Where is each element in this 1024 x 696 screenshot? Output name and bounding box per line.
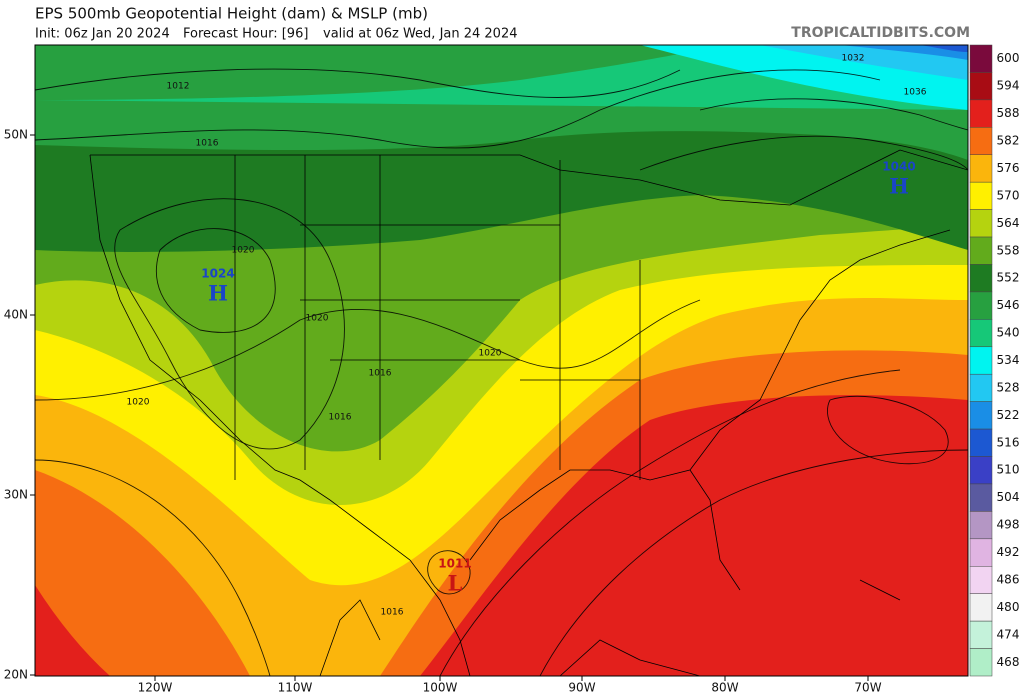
colorbar-swatch [969,291,993,320]
map-lines [35,68,968,676]
colorbar-swatch [969,401,993,430]
center-symbol: H [208,281,228,306]
colorbar-swatch [969,44,993,73]
colorbar-swatch [969,566,993,594]
contour-label: 1020 [479,349,502,359]
colorbar-swatch [969,428,993,457]
colorbar-swatch [969,319,993,348]
colorbar-swatch [969,648,993,677]
colorbar-swatch [969,99,993,128]
center-pressure: 1011 [438,557,471,571]
colorbar-label: 474 [997,627,1020,641]
lon-label: 120W [138,681,173,695]
colorbar-swatch [969,456,993,485]
colorbar-label: 576 [997,161,1020,175]
colorbar-label: 600 [997,51,1020,65]
lon-label: 100W [423,681,458,695]
contour-label: 1020 [232,246,255,256]
lat-label: 30N [4,488,28,502]
colorbar-label: 564 [997,216,1020,230]
colorbar-label: 582 [997,134,1020,148]
height-band [760,45,968,80]
colorbar-swatch [969,346,993,375]
source: TROPICALTIDBITS.COM [791,25,970,41]
colorbar-label: 546 [997,298,1020,312]
colorbar-swatch [969,236,993,265]
lat-label: 40N [4,308,28,322]
colorbar-swatch [969,538,993,567]
contour-label: 1036 [904,88,927,98]
contour-label: 1020 [306,314,329,324]
colorbar-label: 498 [997,518,1020,532]
colorbar-swatch [969,511,993,540]
lat-label: 20N [4,668,28,682]
colorbar-swatch [969,483,993,512]
lon-label: 110W [278,681,313,695]
colorbar-swatch [969,127,993,155]
colorbar-swatch [969,209,993,238]
colorbar-label: 570 [997,188,1020,202]
lat-label: 50N [4,128,28,142]
init-time: Init: 06z Jan 20 2024 [35,27,170,42]
contour-label: 1016 [369,369,392,379]
colorbar-label: 468 [997,655,1020,669]
colorbar-swatch [969,154,993,183]
colorbar-label: 504 [997,490,1020,504]
height-field [35,45,968,676]
colorbar-label: 540 [997,326,1020,340]
colorbar-label: 522 [997,408,1020,422]
colorbar-label: 516 [997,435,1020,449]
colorbar-label: 492 [997,545,1020,559]
lon-label: 90W [568,681,595,695]
colorbar-swatch [969,593,993,622]
contour-label: 1016 [329,413,352,423]
colorbar-swatch [969,373,993,402]
contour-label: 1012 [167,82,190,92]
map-frame [34,44,969,677]
contour-label: 1016 [196,139,219,149]
map-title: EPS 500mb Geopotential Height (dam) & MS… [35,5,428,23]
center-pressure: 1040 [882,160,915,174]
contour-label: 1016 [381,608,404,618]
lon-label: 70W [854,681,881,695]
colorbar-label: 558 [997,243,1020,257]
colorbar-swatch [969,72,993,101]
height-band [840,45,968,60]
colorbar-label: 594 [997,79,1020,93]
valid-time: valid at 06z Wed, Jan 24 2024 [323,27,518,42]
contour-label: 1020 [127,398,150,408]
labels: 600 594 588 582 576 570 564 558 552 546 540 534 528 5… [4,44,1020,695]
center-pressure: 1024 [201,267,234,281]
colorbar-label: 534 [997,353,1020,367]
lon-label: 80W [711,681,738,695]
contour-label: 1032 [842,54,865,64]
colorbar-label: 480 [997,600,1020,614]
colorbar-label: 528 [997,380,1020,394]
center-symbol: L [448,571,463,596]
colorbar-swatch [969,620,993,649]
forecast-hour: Forecast Hour: [96] [183,27,308,42]
center-symbol: H [889,174,909,199]
colorbar-swatch [969,181,993,210]
colorbar-swatch [969,264,993,293]
colorbar-label: 510 [997,463,1020,477]
colorbar-label: 486 [997,572,1020,586]
colorbar-label: 552 [997,271,1020,285]
colorbar-label: 588 [997,106,1020,120]
height-band [920,45,968,52]
